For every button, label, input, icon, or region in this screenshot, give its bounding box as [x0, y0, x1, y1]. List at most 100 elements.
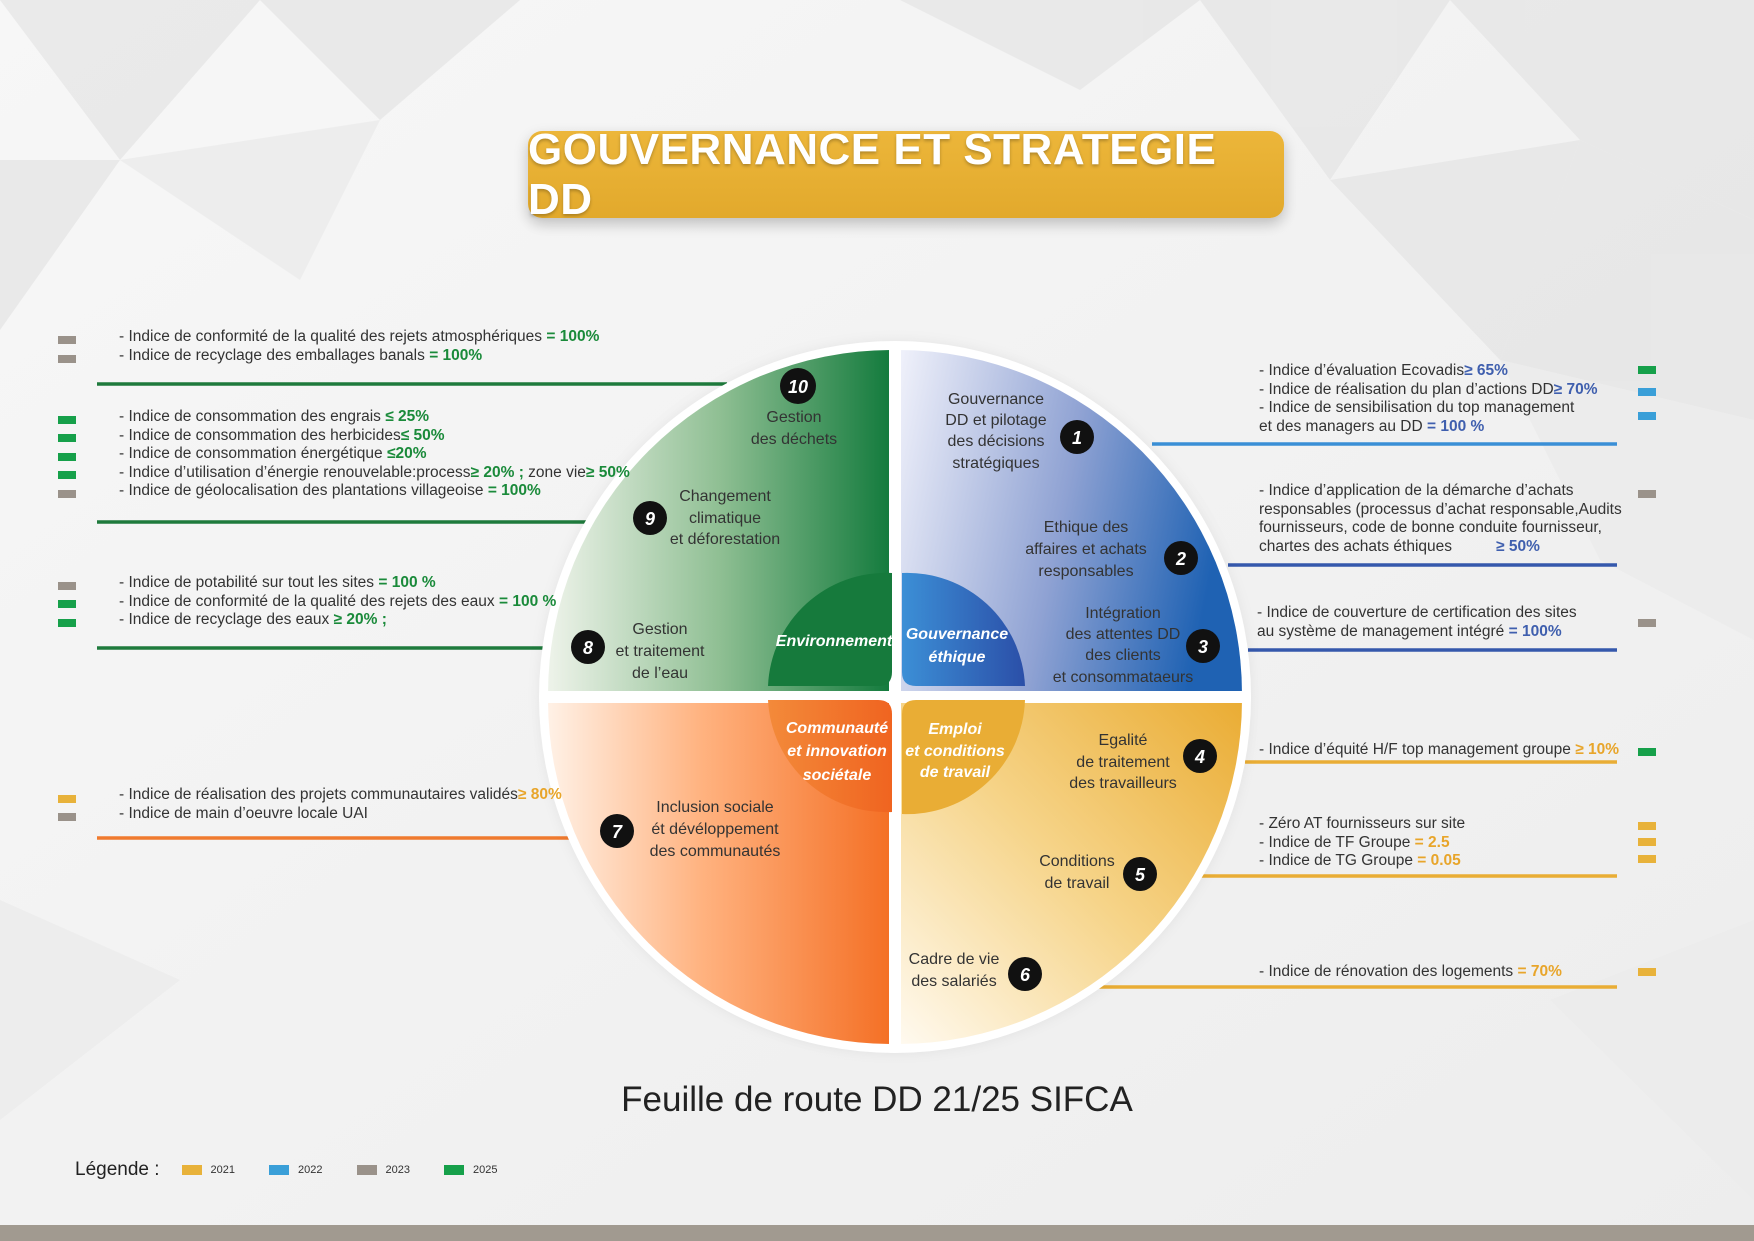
petal-environment	[768, 572, 892, 686]
indicator-line: - Indice d’équité H/F top management gro…	[1259, 741, 1620, 758]
badge-2-num: 2	[1175, 549, 1186, 569]
indicator-line: - Indice de consommation énergétique ≤20…	[119, 445, 427, 462]
indicator-line: - Indice de recyclage des emballages ban…	[119, 346, 483, 364]
badge-3-num: 3	[1198, 637, 1208, 657]
label-employment-2: et conditions	[905, 743, 1005, 760]
quadrant-employment	[898, 700, 1242, 1044]
indicator-line: - Indice de TG Groupe = 0.05	[1259, 852, 1461, 869]
footer-bar	[0, 1225, 1754, 1241]
theme-3-text: Intégration des attentes DD des clients et …	[1053, 605, 1194, 686]
year-marker-2023	[58, 490, 76, 498]
legend: Légende : 2021 2022 2023 2025	[75, 1155, 531, 1185]
theme-1-text: Gouvernance DD et pilotage des décisions st…	[945, 391, 1046, 472]
legend-year: 2025	[472, 1164, 498, 1176]
theme-9-text: Changement climatique et déforestation	[670, 488, 780, 548]
theme-2-text: Ethique des affaires et achats responsable…	[1025, 519, 1147, 580]
indicators-theme-5: - Zéro AT fournisseurs sur site - Indice…	[1259, 815, 1465, 871]
badge-4-num: 4	[1194, 747, 1205, 767]
legend-item-2022: 2022	[269, 1164, 323, 1176]
badge-9-num: 9	[645, 509, 655, 529]
label-employment-3: de travail	[920, 764, 991, 781]
page-title: GOUVERNANCE ET STRATEGIE DD	[528, 124, 1217, 224]
indicator-line: et des managers au DD = 100 %	[1259, 417, 1485, 435]
indicator-line: au système de management intégré = 100%	[1257, 622, 1562, 640]
legend-year: 2021	[210, 1164, 236, 1176]
label-employment-1: Emploi	[928, 721, 982, 738]
theme-10-text: Gestion des déchets	[751, 409, 837, 448]
year-marker-2025	[58, 619, 76, 627]
indicator-line: - Indice de main d’oeuvre locale UAI	[119, 804, 368, 822]
year-marker-2021	[1638, 822, 1656, 830]
badge-1-num: 1	[1072, 428, 1082, 448]
legend-swatch	[356, 1165, 377, 1175]
theme-6-text: Cadre de vie des salariés	[909, 951, 1000, 990]
year-marker-2025	[58, 434, 76, 442]
indicator-line: - Indice de couverture de certification …	[1257, 604, 1577, 621]
indicators-theme-10: - Indice de conformité de la qualité des…	[119, 328, 599, 365]
indicator-line: - Indice de rénovation des logements = 7…	[1259, 963, 1562, 980]
indicators-theme-3: - Indice de couverture de certification …	[1257, 604, 1577, 641]
indicator-line: - Indice de consommation des engrais ≤ 2…	[119, 408, 430, 425]
indicator-line: - Indice de conformité de la qualité des…	[119, 592, 557, 610]
year-marker-2025	[1638, 748, 1656, 756]
year-marker-2025	[58, 416, 76, 424]
indicators-theme-1: - Indice d’évaluation Ecovadis≥ 65% - In…	[1259, 362, 1598, 436]
badge-5-num: 5	[1135, 865, 1146, 885]
badge-10	[780, 368, 816, 404]
legend-year: 2022	[298, 1164, 323, 1176]
indicator-line: - Indice de recyclage des eaux ≥ 20% ;	[119, 611, 387, 628]
indicator-line: fournisseurs, code de bonne conduite fou…	[1259, 519, 1602, 536]
indicator-line: - Indice de potabilité sur tout les site…	[119, 574, 436, 591]
title-banner: GOUVERNANCE ET STRATEGIE DD	[528, 125, 1284, 224]
indicator-line: - Indice de consommation des herbicides≤…	[119, 426, 445, 444]
petal-governance	[902, 572, 1025, 686]
year-marker-2021	[1638, 838, 1656, 846]
badge-1	[1060, 420, 1094, 454]
label-governance-1: Gouvernance	[906, 626, 1008, 643]
label-governance-2: éthique	[929, 649, 986, 666]
badge-3	[1186, 629, 1220, 663]
year-marker-2023	[58, 336, 76, 344]
label-community-1: Communauté	[786, 720, 888, 737]
badge-8-num: 8	[583, 638, 593, 658]
petal-community	[768, 700, 892, 813]
year-marker-2021	[1638, 855, 1656, 863]
indicator-line: - Indice de TF Groupe = 2.5	[1259, 833, 1450, 851]
theme-7-text: Inclusion sociale ét dévéloppement des com…	[650, 799, 781, 860]
year-marker-2025	[58, 453, 76, 461]
year-marker-2022	[1638, 388, 1656, 396]
badge-6-num: 6	[1020, 965, 1031, 985]
year-marker-2022	[1638, 412, 1656, 420]
theme-5-text: Conditions de travail	[1039, 853, 1115, 892]
badge-5	[1123, 857, 1157, 891]
indicators-theme-7: - Indice de réalisation des projets comm…	[119, 786, 562, 823]
badge-4	[1183, 739, 1217, 773]
indicator-line: - Indice de réalisation du plan d’action…	[1259, 380, 1598, 398]
indicator-line: responsables (processus d’achat responsa…	[1259, 500, 1622, 518]
indicator-line: - Zéro AT fournisseurs sur site	[1259, 815, 1466, 832]
indicators-theme-6: - Indice de rénovation des logements = 7…	[1259, 963, 1562, 982]
badge-6	[1008, 957, 1042, 991]
year-marker-2025	[1638, 366, 1656, 374]
indicator-line: - Indice d’utilisation d’énergie renouve…	[119, 463, 630, 481]
legend-item-2021: 2021	[181, 1164, 236, 1176]
indicator-line: - Indice d’évaluation Ecovadis≥ 65%	[1259, 362, 1508, 379]
year-marker-2021	[58, 795, 76, 803]
theme-8-text: Gestion et traitement de l’eau	[616, 621, 705, 682]
year-marker-2023	[58, 582, 76, 590]
year-marker-2023	[58, 813, 76, 821]
indicator-line: - Indice de sensibilisation du top manag…	[1259, 399, 1575, 416]
legend-swatch	[443, 1165, 464, 1175]
label-community-3: sociétale	[803, 767, 872, 784]
label-environment: Environnement	[776, 633, 893, 650]
legend-item-2025: 2025	[443, 1164, 498, 1176]
indicator-line: - Indice de conformité de la qualité des…	[119, 328, 600, 345]
badge-7-num: 7	[612, 822, 623, 842]
indicator-line: - Indice d’application de la démarche d’…	[1259, 482, 1574, 499]
indicator-line: - Indice de réalisation des projets comm…	[119, 786, 562, 803]
legend-item-2023: 2023	[356, 1164, 410, 1176]
legend-label: Légende :	[75, 1159, 160, 1180]
badge-2	[1164, 541, 1198, 575]
roadmap-subtitle: Feuille de route DD 21/25 SIFCA	[621, 1080, 1133, 1119]
year-marker-2025	[58, 471, 76, 479]
